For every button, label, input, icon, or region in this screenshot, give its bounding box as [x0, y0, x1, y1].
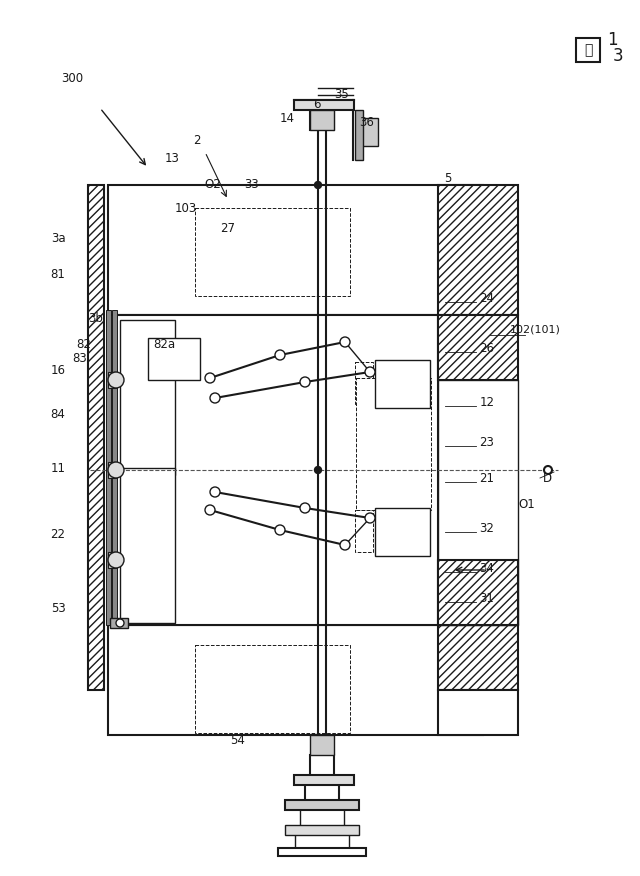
Text: 14: 14 — [280, 111, 294, 124]
Text: 84: 84 — [51, 408, 65, 421]
Bar — [120, 468, 175, 623]
Circle shape — [300, 377, 310, 387]
Bar — [285, 800, 359, 810]
Bar — [355, 510, 373, 552]
Text: O1: O1 — [518, 498, 536, 512]
Circle shape — [116, 619, 124, 627]
Bar — [195, 645, 350, 733]
Text: 2: 2 — [193, 133, 201, 146]
Text: 53: 53 — [51, 602, 65, 614]
Bar — [88, 185, 104, 690]
Bar — [375, 360, 430, 408]
Bar — [278, 848, 366, 856]
Bar — [108, 625, 483, 735]
Bar — [375, 508, 430, 556]
Text: 103: 103 — [175, 201, 197, 215]
Text: 31: 31 — [479, 591, 495, 604]
Bar — [148, 338, 200, 380]
Bar — [438, 185, 518, 315]
Bar — [438, 315, 518, 380]
Bar — [576, 38, 600, 62]
Bar — [285, 825, 359, 835]
Text: 33: 33 — [244, 179, 259, 192]
Bar — [120, 320, 175, 475]
Bar — [355, 362, 373, 404]
Text: 21: 21 — [479, 471, 495, 484]
Circle shape — [275, 525, 285, 535]
Text: 5: 5 — [444, 172, 452, 185]
Bar — [294, 100, 354, 110]
Circle shape — [205, 505, 215, 515]
Text: 54: 54 — [230, 733, 245, 746]
Bar — [112, 310, 117, 625]
Bar — [438, 380, 518, 625]
Circle shape — [340, 337, 350, 347]
Text: 27: 27 — [221, 222, 236, 235]
Circle shape — [314, 181, 321, 188]
Text: 36: 36 — [360, 116, 374, 129]
Bar — [310, 110, 334, 130]
Circle shape — [275, 350, 285, 360]
Bar — [355, 110, 363, 160]
Bar — [195, 208, 350, 296]
Text: 3b: 3b — [88, 312, 104, 324]
Text: 6: 6 — [313, 98, 321, 111]
Bar — [110, 618, 128, 628]
Bar — [294, 775, 354, 785]
Text: 3a: 3a — [51, 231, 65, 244]
Circle shape — [365, 367, 375, 377]
Text: 12: 12 — [479, 395, 495, 408]
Text: 32: 32 — [479, 521, 495, 534]
Bar — [108, 315, 438, 625]
Bar — [358, 118, 378, 146]
Text: 26: 26 — [479, 342, 495, 355]
Circle shape — [365, 513, 375, 523]
Text: 82a: 82a — [153, 338, 175, 351]
Text: 1: 1 — [607, 31, 618, 49]
Text: 11: 11 — [51, 462, 65, 475]
Text: 34: 34 — [479, 562, 495, 575]
Circle shape — [210, 487, 220, 497]
Bar — [106, 310, 111, 625]
Bar — [108, 552, 116, 568]
Circle shape — [300, 503, 310, 513]
Bar — [438, 690, 518, 735]
Text: 22: 22 — [51, 528, 65, 541]
Bar — [438, 625, 518, 690]
Bar — [108, 372, 116, 388]
Circle shape — [340, 540, 350, 550]
Text: 83: 83 — [72, 351, 88, 364]
Circle shape — [108, 462, 124, 478]
Text: 23: 23 — [479, 435, 495, 449]
Text: 3: 3 — [612, 47, 623, 65]
Text: D: D — [543, 471, 552, 484]
Circle shape — [314, 467, 321, 474]
Bar — [310, 735, 334, 755]
Circle shape — [108, 372, 124, 388]
Bar — [108, 462, 116, 478]
Circle shape — [544, 466, 552, 474]
Circle shape — [108, 552, 124, 568]
Circle shape — [205, 373, 215, 383]
Text: 24: 24 — [479, 292, 495, 305]
Text: 102(101): 102(101) — [509, 325, 561, 335]
Text: 81: 81 — [51, 269, 65, 281]
Circle shape — [210, 393, 220, 403]
Text: 図: 図 — [584, 43, 592, 57]
Text: 82: 82 — [77, 338, 92, 351]
Bar — [356, 378, 431, 510]
Bar — [108, 185, 483, 315]
Text: 35: 35 — [335, 88, 349, 102]
Text: O2: O2 — [205, 179, 221, 192]
Bar — [438, 560, 518, 625]
Text: 300: 300 — [61, 72, 83, 84]
Text: 13: 13 — [164, 152, 179, 165]
Text: 16: 16 — [51, 364, 65, 377]
